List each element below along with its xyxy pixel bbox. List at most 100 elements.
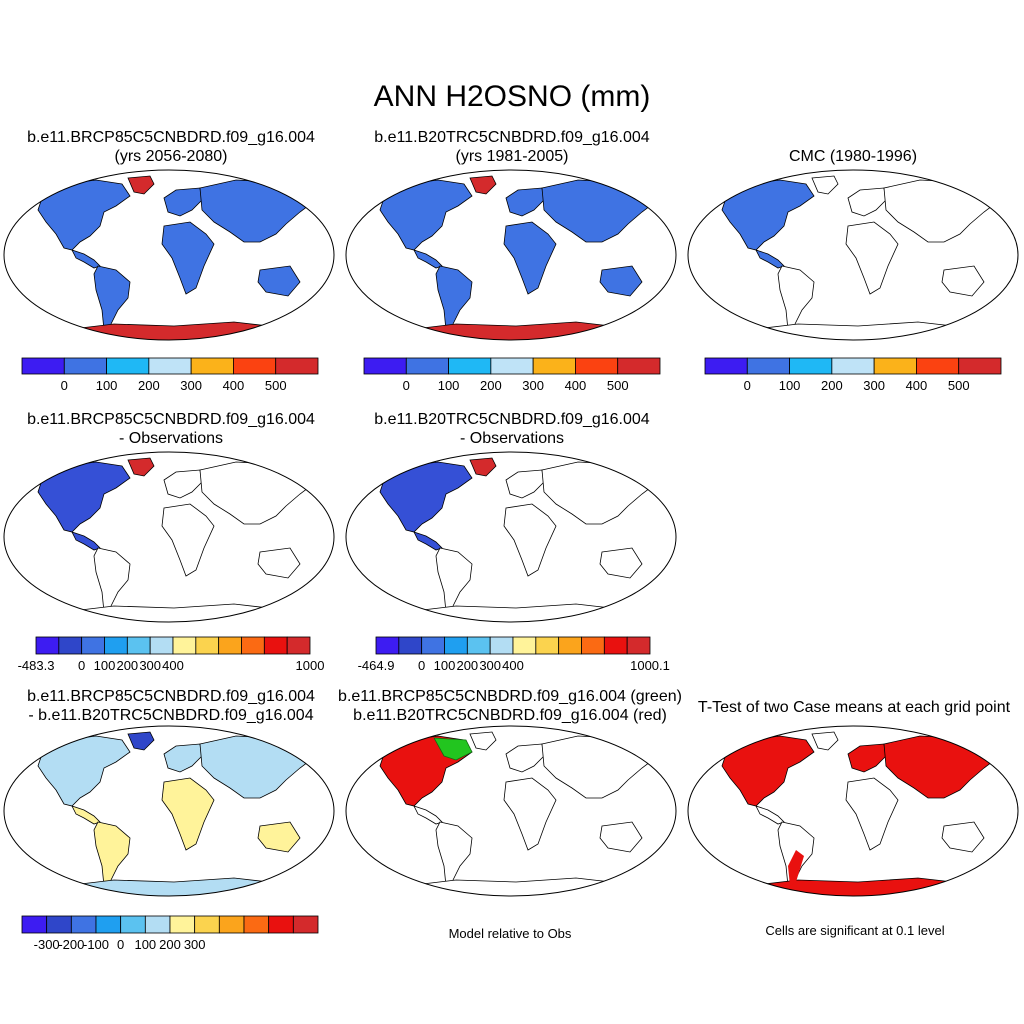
map-panel-6 xyxy=(3,725,335,897)
colorbar-tick-label: 400 xyxy=(906,378,928,393)
land-na xyxy=(721,735,815,807)
land-gl xyxy=(469,175,497,195)
colorbar-tick-label: 200 xyxy=(480,378,502,393)
land-ca xyxy=(71,249,101,269)
panel2-title-line1: b.e11.B20TRC5CNBDRD.f09_g16.004 xyxy=(374,129,650,146)
colorbar-swatch xyxy=(106,357,150,375)
colorbar-tick-label: 400 xyxy=(502,658,524,673)
colorbar-tick-label: 1000 xyxy=(296,658,325,673)
panel7-caption: Model relative to Obs xyxy=(448,926,572,941)
colorbar-tick-label: 300 xyxy=(139,658,161,673)
panel1-title-line1: b.e11.BRCP85C5CNBDRD.f09_g16.004 xyxy=(27,129,315,146)
colorbar-tick-label: 0 xyxy=(61,378,68,393)
colorbar-tick-label: 100 xyxy=(434,658,456,673)
colorbar-tick-label: 0 xyxy=(117,937,124,952)
panel1-title-line2: (yrs 2056-2080) xyxy=(114,148,228,165)
colorbar-swatch xyxy=(789,357,833,375)
colorbar-swatch xyxy=(120,915,146,934)
colorbar-5: -464.9 0 100 200 300 400 1000.1 xyxy=(358,636,670,673)
colorbar-swatch xyxy=(243,915,270,934)
land-af xyxy=(503,777,557,851)
colorbar-swatch xyxy=(126,636,151,655)
colorbar-swatch xyxy=(292,915,319,934)
land-au xyxy=(941,265,985,297)
panel8-title: T-Test of two Case means at each grid po… xyxy=(684,698,1024,717)
colorbar-3: 0 100 200 300 400 500 xyxy=(704,357,1002,393)
colorbar-swatch xyxy=(626,636,651,655)
colorbar-swatch xyxy=(241,636,265,655)
land-af xyxy=(845,221,899,295)
colorbar-swatch xyxy=(603,636,628,655)
colorbar-swatch xyxy=(263,636,288,655)
colorbar-swatch xyxy=(218,636,242,655)
map-panel-8 xyxy=(687,725,1019,897)
land-au xyxy=(941,821,985,853)
land-na xyxy=(379,461,473,533)
colorbar-tick-label: 200 xyxy=(116,658,138,673)
colorbar-4: -483.3 0 100 200 300 400 1000 xyxy=(18,636,325,673)
land-au xyxy=(257,547,301,579)
colorbar-swatch xyxy=(190,357,234,375)
land-gl xyxy=(127,731,155,751)
map-panel-2 xyxy=(345,169,677,341)
colorbar-swatch xyxy=(169,915,196,934)
colorbar-swatch xyxy=(81,636,105,655)
colorbar-swatch xyxy=(575,357,619,375)
colorbar-swatch xyxy=(831,357,875,375)
colorbar-tick-label: 100 xyxy=(438,378,460,393)
land-eu xyxy=(163,743,203,773)
land-au xyxy=(599,265,643,297)
colorbar-swatch xyxy=(194,915,220,934)
colorbar-tick-label: 500 xyxy=(948,378,970,393)
land-eu xyxy=(505,469,545,499)
panel2-title-line2: (yrs 1981-2005) xyxy=(455,148,569,165)
colorbar-swatch xyxy=(95,915,122,934)
panel4-title-line2: - Observations xyxy=(118,430,224,447)
colorbar-swatch xyxy=(512,636,537,655)
land-eu xyxy=(847,187,887,217)
colorbar-swatch xyxy=(746,357,790,375)
land-ca xyxy=(755,249,785,269)
colorbar-tick-label: -483.3 xyxy=(18,658,55,673)
map-panel-7 xyxy=(345,725,677,897)
panel1-title: b.e11.BRCP85C5CNBDRD.f09_g16.004 (yrs 20… xyxy=(0,128,342,166)
colorbar-swatch xyxy=(558,636,582,655)
colorbar-1: 0 100 200 300 400 500 xyxy=(21,357,319,393)
colorbar-swatch xyxy=(21,357,65,375)
land-ca xyxy=(413,531,443,551)
map-panel-5 xyxy=(345,451,677,623)
colorbar-swatch xyxy=(70,915,97,934)
panel6-title-line1: b.e11.BRCP85C5CNBDRD.f09_g16.004 xyxy=(27,688,315,705)
panel7-title-line1: b.e11.BRCP85C5CNBDRD.f09_g16.004 (green) xyxy=(338,688,682,705)
colorbar-6: -300-200-100 0 100 200 300 xyxy=(21,915,319,952)
land-gl xyxy=(127,457,155,477)
colorbar-swatch xyxy=(581,636,605,655)
colorbar-swatch xyxy=(916,357,960,375)
colorbar-swatch xyxy=(21,915,48,934)
land-af xyxy=(503,503,557,577)
colorbar-tick-label: 100 xyxy=(96,378,118,393)
land-na xyxy=(721,179,815,251)
land-af xyxy=(161,221,215,295)
colorbar-swatch xyxy=(275,357,319,375)
land-au xyxy=(599,547,643,579)
land-eu xyxy=(505,743,545,773)
colorbar-swatch xyxy=(363,357,407,375)
land-gl xyxy=(811,731,839,751)
colorbar-tick-label: 300 xyxy=(180,378,202,393)
colorbar-tick-label: 0 xyxy=(403,378,410,393)
colorbar-tick-label: 500 xyxy=(265,378,287,393)
colorbar-swatch xyxy=(375,636,400,655)
land-gl xyxy=(811,175,839,195)
colorbar-tick-label: 400 xyxy=(223,378,245,393)
land-ca xyxy=(413,249,443,269)
panel8-title-line1: T-Test of two Case means at each grid po… xyxy=(697,699,1011,716)
colorbar-tick-label: 300 xyxy=(863,378,885,393)
land-gl xyxy=(469,457,497,477)
colorbar-swatch xyxy=(35,636,60,655)
panel4-title: b.e11.BRCP85C5CNBDRD.f09_g16.004 - Obser… xyxy=(0,410,342,448)
land-af xyxy=(161,777,215,851)
colorbar-tick-label: -300 xyxy=(34,937,60,952)
land-ca xyxy=(413,805,443,825)
colorbar-swatch xyxy=(218,915,245,934)
